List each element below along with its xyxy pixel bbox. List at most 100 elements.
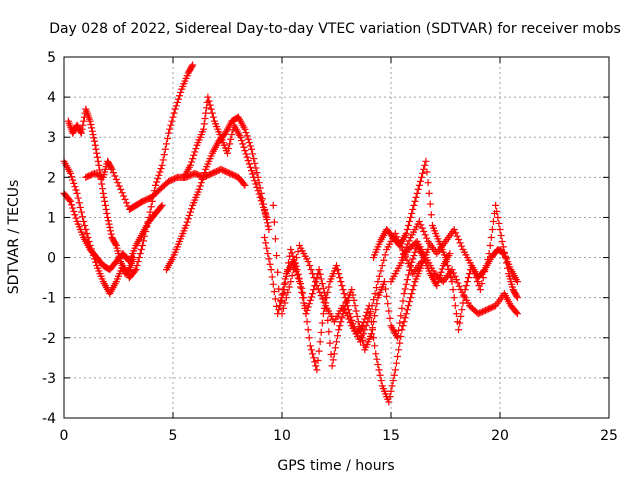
data-point bbox=[188, 158, 196, 166]
data-point bbox=[404, 221, 412, 229]
data-point bbox=[443, 258, 451, 266]
data-point bbox=[422, 157, 430, 165]
data-point bbox=[370, 296, 378, 304]
data-point bbox=[399, 250, 407, 258]
data-point bbox=[271, 295, 279, 303]
data-point bbox=[345, 315, 353, 323]
data-point bbox=[375, 272, 383, 280]
data-series bbox=[269, 201, 454, 370]
data-point bbox=[513, 292, 521, 300]
data-point bbox=[157, 165, 165, 173]
grid bbox=[64, 57, 609, 418]
data-point bbox=[478, 280, 486, 288]
data-point bbox=[224, 149, 231, 157]
data-point bbox=[448, 278, 456, 286]
data-point bbox=[101, 197, 109, 205]
data-point bbox=[489, 217, 497, 225]
data-point bbox=[398, 254, 406, 262]
data-point bbox=[177, 88, 185, 96]
data-point bbox=[155, 171, 163, 179]
data-point bbox=[243, 153, 251, 161]
data-point bbox=[205, 97, 213, 105]
data-point bbox=[317, 328, 325, 336]
data-point bbox=[410, 282, 418, 290]
x-tick-label: 0 bbox=[60, 428, 69, 444]
data-point bbox=[240, 143, 248, 151]
data-point bbox=[244, 157, 252, 165]
data-point bbox=[458, 306, 466, 314]
data-point bbox=[265, 225, 273, 233]
data-point bbox=[115, 182, 123, 190]
data-point bbox=[288, 249, 296, 257]
data-point bbox=[252, 164, 260, 172]
data-point bbox=[309, 350, 317, 358]
data-point bbox=[392, 359, 400, 367]
data-point bbox=[325, 328, 333, 336]
data-point bbox=[316, 338, 324, 346]
data-point bbox=[395, 346, 403, 354]
data-point bbox=[165, 129, 173, 137]
data-point bbox=[352, 307, 360, 315]
data-point bbox=[299, 294, 307, 302]
data-point bbox=[455, 282, 463, 290]
data-point bbox=[174, 95, 182, 103]
data-point bbox=[107, 230, 115, 238]
data-point bbox=[410, 201, 418, 209]
data-point bbox=[309, 270, 317, 278]
data-point bbox=[493, 207, 501, 215]
data-point bbox=[450, 225, 458, 233]
data-series bbox=[370, 157, 521, 334]
data-point bbox=[363, 308, 371, 316]
data-point bbox=[108, 165, 116, 173]
data-point bbox=[362, 322, 370, 330]
data-point bbox=[452, 276, 460, 284]
data-point bbox=[316, 270, 324, 278]
data-point bbox=[153, 178, 161, 186]
data-point bbox=[371, 290, 379, 298]
x-tick-label: 5 bbox=[169, 428, 178, 444]
data-point bbox=[417, 221, 425, 229]
data-points bbox=[60, 61, 521, 406]
data-point bbox=[71, 211, 79, 219]
data-point bbox=[98, 180, 106, 188]
data-point bbox=[408, 290, 416, 298]
data-point bbox=[356, 338, 364, 346]
data-point bbox=[201, 115, 209, 123]
data-point bbox=[324, 288, 332, 296]
data-point bbox=[450, 294, 458, 302]
data-point bbox=[253, 183, 261, 191]
data-point bbox=[404, 271, 412, 279]
data-series bbox=[398, 201, 521, 302]
plot-frame bbox=[63, 56, 610, 419]
data-point bbox=[381, 251, 389, 259]
data-point bbox=[86, 117, 94, 125]
data-point bbox=[107, 227, 115, 235]
data-point bbox=[456, 239, 464, 247]
data-point bbox=[419, 169, 427, 177]
data-point bbox=[403, 276, 411, 284]
data-point bbox=[334, 266, 342, 274]
data-point bbox=[189, 61, 197, 69]
data-point bbox=[99, 189, 107, 197]
data-point bbox=[274, 268, 282, 276]
data-point bbox=[227, 135, 235, 143]
data-point bbox=[304, 326, 312, 334]
data-point bbox=[104, 213, 112, 221]
data-point bbox=[367, 330, 375, 338]
data-point bbox=[192, 145, 200, 153]
data-point bbox=[325, 283, 333, 291]
data-point bbox=[275, 285, 283, 293]
data-point bbox=[172, 102, 180, 110]
data-point bbox=[438, 265, 446, 273]
data-point bbox=[242, 150, 250, 158]
data-point bbox=[264, 250, 272, 258]
data-point bbox=[378, 262, 386, 270]
data-point bbox=[259, 203, 267, 211]
data-point bbox=[133, 262, 141, 270]
data-point bbox=[261, 207, 269, 215]
data-point bbox=[372, 350, 380, 358]
data-point bbox=[255, 179, 263, 187]
data-point bbox=[158, 201, 166, 209]
data-point bbox=[67, 197, 75, 205]
data-point bbox=[351, 302, 359, 310]
